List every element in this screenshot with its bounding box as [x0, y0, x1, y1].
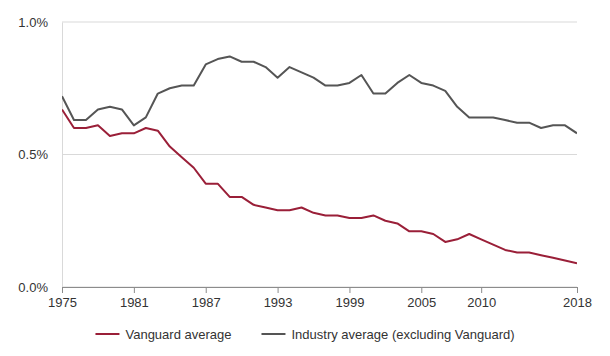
y-tick-label: 1.0% — [18, 15, 48, 30]
y-tick-label: 0.5% — [18, 147, 48, 162]
grid-line — [62, 22, 577, 23]
x-tick: 1981 — [120, 287, 149, 310]
y-tick: 1.0% — [18, 15, 62, 30]
legend-label: Industry average (excluding Vanguard) — [291, 327, 514, 342]
x-tick-label: 1981 — [120, 295, 149, 310]
series-line — [62, 56, 577, 133]
x-tick: 2010 — [467, 287, 496, 310]
legend-item: Industry average (excluding Vanguard) — [261, 327, 514, 342]
x-tick-mark — [206, 287, 207, 293]
legend-swatch — [261, 333, 285, 335]
plot-area — [62, 56, 577, 263]
grid-line — [62, 287, 577, 288]
grid — [62, 22, 577, 287]
x-tick-label: 2005 — [407, 295, 436, 310]
x-tick-mark — [62, 287, 63, 293]
x-axis: 1975 1981 1987 1993 1999 2005 2010 2018 — [48, 287, 592, 310]
x-tick-mark — [134, 287, 135, 293]
x-tick-mark — [577, 287, 578, 293]
y-tick: 0.5% — [18, 147, 62, 162]
grid-line — [62, 154, 577, 155]
chart: 0.0% 0.5% 1.0% 1975 1981 1987 1993 1999 2005 2010… — [0, 0, 610, 356]
x-tick-label: 2010 — [467, 295, 496, 310]
x-tick-label: 1993 — [264, 295, 293, 310]
x-tick-mark — [421, 287, 422, 293]
y-axis-line — [62, 23, 63, 288]
x-tick: 2005 — [407, 287, 436, 310]
legend-swatch — [95, 333, 119, 335]
series-line — [62, 109, 577, 263]
x-tick-label: 1975 — [48, 295, 77, 310]
x-tick: 2018 — [563, 287, 592, 310]
legend-item: Vanguard average — [95, 327, 231, 342]
x-tick-label: 2018 — [563, 295, 592, 310]
x-tick: 1987 — [192, 287, 221, 310]
y-axis: 0.0% 0.5% 1.0% — [18, 15, 62, 295]
x-tick-label: 1987 — [192, 295, 221, 310]
x-axis-line — [63, 287, 578, 288]
legend: Vanguard average Industry average (exclud… — [95, 327, 514, 342]
x-tick-label: 1999 — [335, 295, 364, 310]
x-tick: 1993 — [264, 287, 293, 310]
x-tick-mark — [481, 287, 482, 293]
x-tick: 1999 — [335, 287, 364, 310]
legend-label: Vanguard average — [125, 327, 231, 342]
x-tick: 1975 — [48, 287, 77, 310]
y-tick-label: 0.0% — [18, 280, 48, 295]
y-tick: 0.0% — [18, 280, 62, 295]
x-tick-mark — [278, 287, 279, 293]
x-tick-mark — [349, 287, 350, 293]
